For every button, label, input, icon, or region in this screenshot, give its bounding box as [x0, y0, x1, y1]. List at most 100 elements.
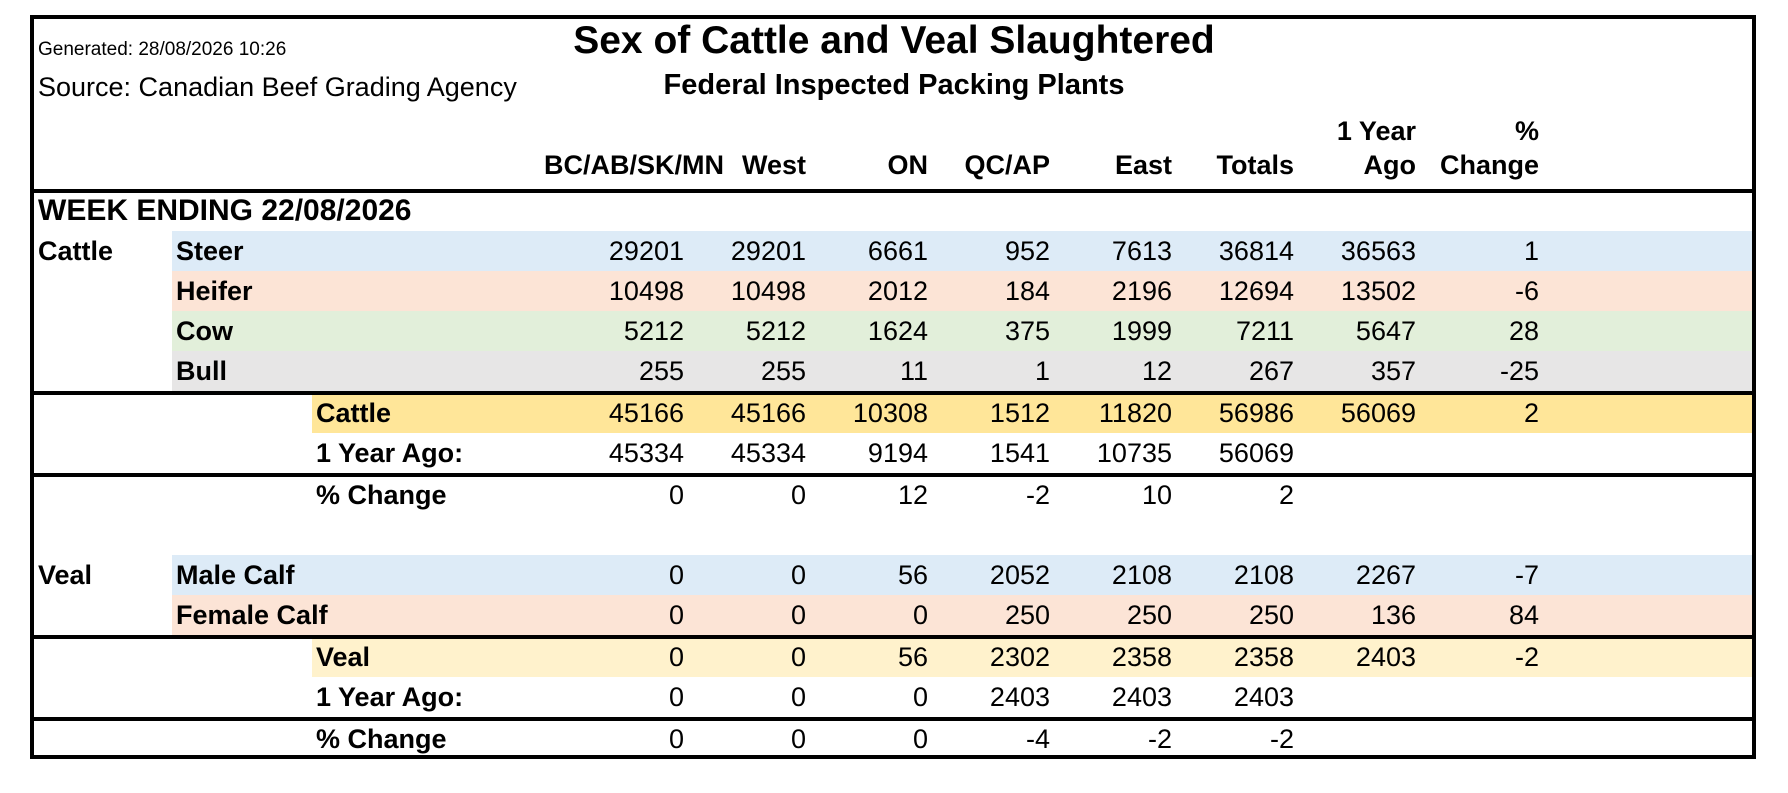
section-divider [34, 391, 1752, 395]
row-label: % Change [316, 480, 447, 510]
value-cell: -6 [1514, 276, 1539, 306]
value-cell: 5647 [1355, 316, 1416, 346]
header-divider [34, 189, 1752, 193]
value-cell: 2403 [1233, 682, 1294, 712]
column-header-line2: BC/AB/SK/MN [544, 150, 724, 180]
value-cell: 0 [668, 480, 684, 510]
value-cell: 29201 [730, 236, 806, 266]
group-label: Cattle [38, 236, 114, 266]
row-label: Female Calf [176, 600, 328, 630]
source-label: Source: Canadian Beef Grading Agency [38, 72, 517, 102]
table-row: % Change 0 0 12 -2 10 2 [34, 475, 1752, 515]
value-cell: 0 [790, 724, 806, 754]
value-cell: 1 [1523, 236, 1539, 266]
value-cell: 7613 [1111, 236, 1172, 266]
value-cell: 36814 [1218, 236, 1294, 266]
value-cell [1399, 677, 1539, 717]
row-highlight [172, 351, 1752, 391]
value-cell: 2403 [1355, 642, 1416, 672]
report-sheet: Generated: 28/08/2026 10:26 Source: Cana… [30, 15, 1756, 759]
row-label: Cattle [316, 398, 392, 428]
value-cell: 2 [1278, 480, 1294, 510]
table-row: % Change 0 0 0 -4 -2 -2 [34, 719, 1752, 759]
value-cell: 0 [790, 600, 806, 630]
row-highlight [172, 555, 1752, 595]
value-cell: 136 [1370, 600, 1416, 630]
column-header-line2: QC/AP [964, 150, 1050, 180]
value-cell: 56 [897, 642, 928, 672]
value-cell: 45166 [608, 398, 684, 428]
value-cell: 2012 [867, 276, 928, 306]
value-cell: 29201 [608, 236, 684, 266]
value-cell: 84 [1508, 600, 1539, 630]
section-divider [34, 473, 1752, 477]
column-header-line2: ON [887, 150, 929, 180]
group-label: Veal [38, 560, 93, 590]
value-cell: 9194 [867, 438, 928, 468]
table-row: 1 Year Ago: 0 0 0 2403 2403 2403 [34, 677, 1752, 717]
row-label: Cow [176, 316, 233, 346]
value-cell: 10308 [852, 398, 928, 428]
column-header-line2: Change [1439, 150, 1539, 180]
row-highlight [312, 393, 1752, 433]
value-cell: 10498 [608, 276, 684, 306]
table-row: Veal 0 0 56 2302 2358 2358 2403 -2 [34, 637, 1752, 677]
value-cell: -4 [1025, 724, 1050, 754]
value-cell: 12 [1141, 356, 1172, 386]
row-highlight [172, 311, 1752, 351]
value-cell: 13502 [1340, 276, 1416, 306]
value-cell: 2108 [1233, 560, 1294, 590]
value-cell: -2 [1147, 724, 1172, 754]
value-cell: 2108 [1111, 560, 1172, 590]
row-label: 1 Year Ago: [316, 438, 464, 468]
value-cell: 0 [790, 480, 806, 510]
value-cell: 56986 [1218, 398, 1294, 428]
report-title: Sex of Cattle and Veal Slaughtered [573, 19, 1215, 62]
value-cell: 0 [912, 600, 928, 630]
row-label: Male Calf [176, 560, 295, 590]
column-header-line2: East [1114, 150, 1172, 180]
value-cell [1276, 719, 1416, 759]
value-cell: 11 [899, 356, 928, 386]
value-cell: -2 [1269, 724, 1294, 754]
value-cell: 56 [897, 560, 928, 590]
value-cell [1399, 433, 1539, 473]
generated-timestamp: Generated: 28/08/2026 10:26 [38, 39, 287, 60]
value-cell: 267 [1248, 356, 1294, 386]
value-cell: 375 [1004, 316, 1050, 346]
value-cell: 1 [1034, 356, 1050, 386]
value-cell: -7 [1514, 560, 1539, 590]
value-cell: 56069 [1340, 398, 1416, 428]
value-cell: 2267 [1355, 560, 1416, 590]
value-cell: 45334 [608, 438, 684, 468]
row-label: Steer [176, 236, 244, 266]
value-cell: 2403 [1111, 682, 1172, 712]
value-cell: 0 [668, 682, 684, 712]
value-cell: 1624 [867, 316, 928, 346]
value-cell: 1541 [989, 438, 1050, 468]
table-row: Heifer 10498 10498 2012 184 2196 12694 13502 -6 [34, 271, 1752, 311]
table-row: Bull 255 255 11 1 12 267 357 -25 [34, 351, 1752, 391]
table-row: Cattle 45166 45166 10308 1512 11820 56986 56069… [34, 393, 1752, 433]
value-cell: 952 [1004, 236, 1050, 266]
section-divider [34, 717, 1752, 721]
column-header-line2: Totals [1216, 150, 1294, 180]
value-cell: 0 [668, 560, 684, 590]
value-cell: 5212 [745, 316, 806, 346]
value-cell: 0 [668, 642, 684, 672]
value-cell: 2358 [1233, 642, 1294, 672]
value-cell: 255 [638, 356, 684, 386]
value-cell: 28 [1508, 316, 1539, 346]
value-cell: 0 [790, 682, 806, 712]
value-cell: 0 [668, 600, 684, 630]
value-cell: 0 [668, 724, 684, 754]
row-label: % Change [316, 724, 447, 754]
value-cell [1399, 719, 1539, 759]
table-row: Veal Male Calf 0 0 56 2052 2108 2108 2267 -7 [34, 555, 1752, 595]
value-cell [1276, 475, 1416, 515]
value-cell: 0 [912, 682, 928, 712]
table-row: Cow 5212 5212 1624 375 1999 7211 5647 28 [34, 311, 1752, 351]
value-cell: 5212 [623, 316, 684, 346]
value-cell: 2403 [989, 682, 1050, 712]
value-cell: 6661 [867, 236, 928, 266]
